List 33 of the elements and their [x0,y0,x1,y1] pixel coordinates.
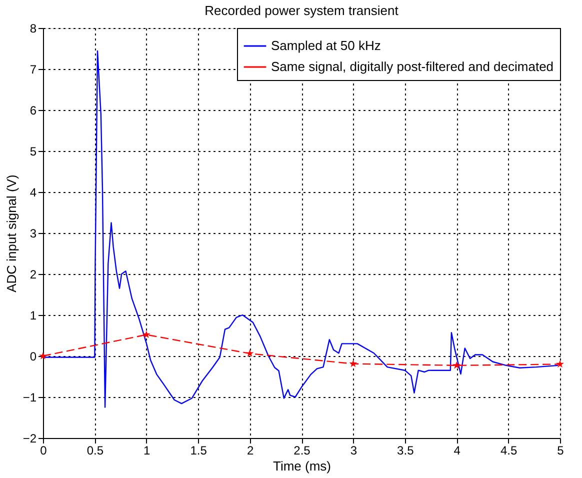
x-tick-label: 0.5 [86,444,104,458]
chart-title: Recorded power system transient [204,3,399,18]
legend-label: Same signal, digitally post-filtered and decimated [271,59,554,74]
point [142,330,150,338]
y-tick-label: 3 [30,226,37,240]
legend-label: Sampled at 50 kHz [271,38,381,53]
y-tick-label: 7 [30,62,37,76]
x-tick-label: 1 [144,444,151,458]
y-tick-label: −1 [22,390,37,404]
x-tick-label: 4 [454,444,461,458]
x-tick-label: 3 [350,444,358,458]
y-axis-title: ADC input signal (V) [4,174,19,292]
x-axis-title: Time (ms) [272,458,332,474]
y-tick-label: −2 [22,432,37,446]
y-tick-label: 6 [30,104,37,118]
point [556,360,564,368]
y-tick-label: 1 [30,308,37,322]
x-tick-label: 0 [40,444,48,458]
x-tick-label: 1.5 [190,444,208,458]
y-tick-label: 0 [30,350,37,364]
y-tick-label: 8 [30,22,37,36]
point [246,349,254,357]
x-tick-label: 2 [246,444,254,458]
x-tick-label: 3.5 [397,444,414,458]
point [39,352,47,360]
y-tick-label: 2 [30,268,37,282]
x-tick-label: 2.5 [294,444,311,458]
x-tick-label: 4.5 [500,444,518,458]
x-tick-label: 5 [557,444,564,458]
point [452,361,461,369]
point [349,360,358,368]
y-tick-label: 5 [30,144,37,158]
y-tick-label: 4 [30,186,37,200]
